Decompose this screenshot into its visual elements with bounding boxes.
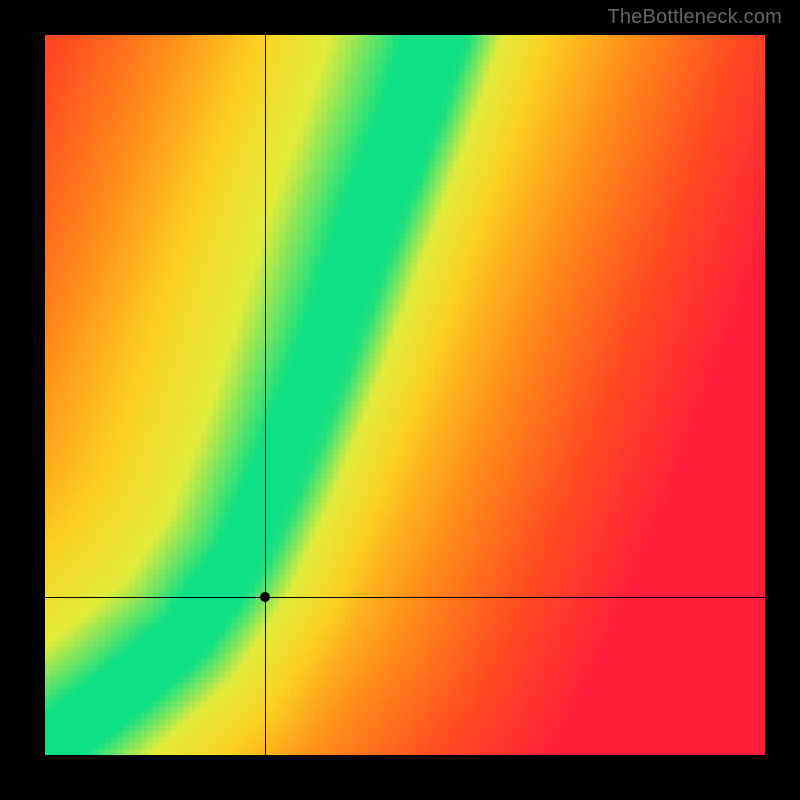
crosshair-vertical (265, 35, 266, 755)
crosshair-marker (260, 592, 270, 602)
heatmap-plot (45, 35, 765, 755)
chart-container: TheBottleneck.com (0, 0, 800, 800)
heatmap-canvas (45, 35, 765, 755)
watermark-text: TheBottleneck.com (607, 6, 782, 29)
crosshair-horizontal (45, 597, 765, 598)
